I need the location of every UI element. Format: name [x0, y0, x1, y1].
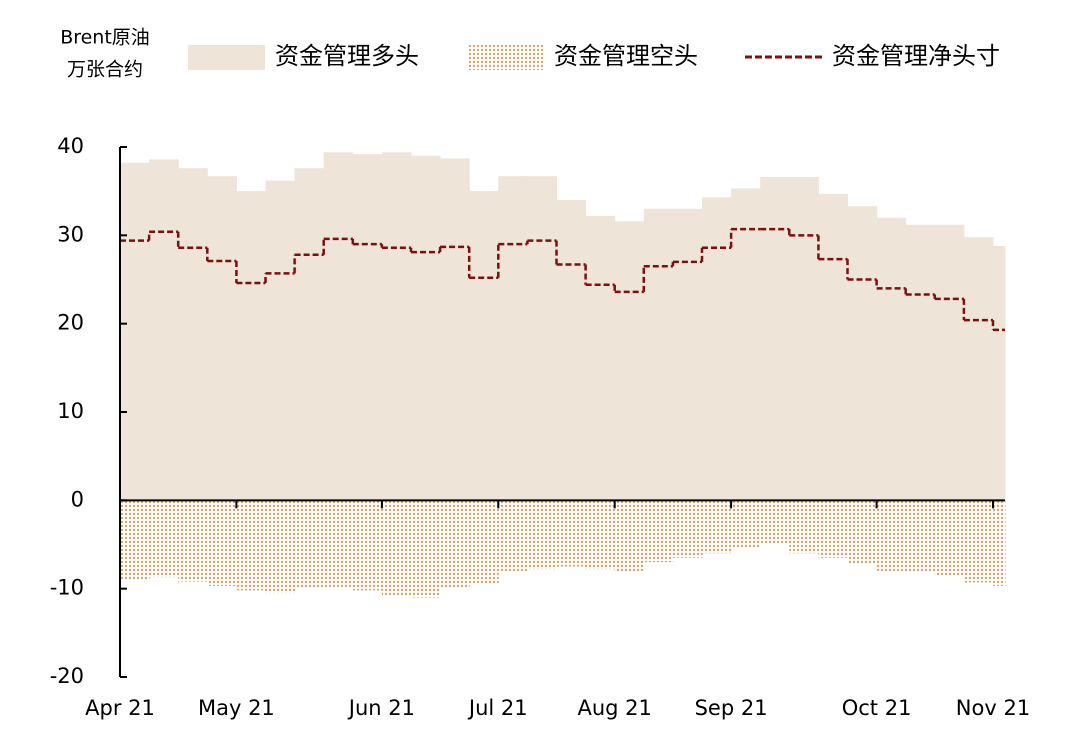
short-bar — [789, 500, 819, 554]
short-bar — [702, 500, 732, 554]
short-bar — [731, 500, 761, 549]
x-tick-label: Aug 21 — [577, 696, 651, 720]
y-tick-label: 0 — [71, 487, 84, 511]
legend-label: 资金管理多头 — [275, 42, 419, 70]
x-tick-label: Apr 21 — [85, 696, 155, 720]
short-bar — [876, 500, 907, 571]
long-bar — [440, 158, 470, 501]
short-bar — [411, 500, 441, 598]
long-bar — [876, 217, 907, 501]
long-bar — [294, 168, 325, 501]
short-bar — [352, 500, 383, 591]
long-bar — [847, 206, 878, 501]
short-bar — [440, 500, 470, 589]
x-tick-label: Sep 21 — [695, 696, 768, 720]
long-bar — [731, 188, 761, 501]
long-bar — [614, 221, 645, 501]
short-bar — [323, 500, 354, 587]
short-bar — [963, 500, 994, 583]
long-bar — [672, 208, 703, 501]
long-bar — [149, 159, 179, 501]
y-tick-label: 20 — [57, 311, 84, 335]
short-bar — [265, 500, 296, 594]
long-bar — [934, 224, 965, 501]
long-bar — [381, 152, 412, 501]
long-bar — [498, 176, 528, 501]
short-bar — [236, 500, 266, 591]
x-tick-label: Nov 21 — [956, 696, 1030, 720]
y-tick-label: -10 — [50, 576, 84, 600]
short-bar — [847, 500, 878, 565]
legend-swatch — [188, 45, 265, 70]
long-bar — [818, 193, 848, 501]
long-bar — [643, 208, 674, 501]
short-bar — [934, 500, 965, 576]
legend-swatch — [467, 45, 544, 70]
long-bar — [789, 177, 819, 501]
short-bar — [527, 500, 557, 570]
short-bar — [498, 500, 528, 571]
x-tick-label: Jun 21 — [347, 696, 415, 720]
legend-label: 资金管理净头寸 — [832, 42, 1000, 70]
x-tick-label: May 21 — [198, 696, 275, 720]
long-bar — [760, 177, 790, 501]
y-axis-label: Brent原油 — [60, 27, 150, 49]
short-bar — [614, 500, 645, 573]
short-bar — [178, 500, 208, 582]
short-bar — [469, 500, 499, 585]
long-bar — [905, 224, 936, 501]
x-tick-label: Oct 21 — [842, 696, 912, 720]
long-bar — [527, 176, 557, 501]
long-bar — [178, 168, 208, 501]
long-bar — [702, 197, 732, 501]
short-bar — [294, 500, 325, 589]
long-bar — [585, 215, 616, 501]
long-bar — [963, 237, 994, 501]
y-axis-label: 万张合约 — [67, 59, 143, 81]
short-bar — [905, 500, 936, 573]
short-bar — [381, 500, 412, 596]
x-tick-label: Jul 21 — [467, 696, 528, 720]
short-bar — [149, 500, 179, 578]
short-bar — [120, 500, 150, 580]
long-bar — [323, 152, 354, 501]
legend-label: 资金管理空头 — [554, 42, 698, 70]
short-bar — [207, 500, 237, 587]
long-bar — [207, 176, 237, 501]
short-bar — [585, 500, 616, 570]
y-tick-label: 40 — [57, 134, 84, 158]
y-tick-label: -20 — [50, 664, 84, 688]
short-bar — [556, 500, 587, 567]
long-bar — [556, 200, 587, 501]
short-bar — [643, 500, 674, 563]
long-bar — [352, 154, 383, 501]
long-bar — [411, 155, 441, 501]
short-bar — [818, 500, 848, 558]
short-bar — [993, 500, 1006, 587]
y-tick-label: 10 — [57, 399, 84, 423]
short-bar — [672, 500, 703, 558]
long-bar — [993, 245, 1006, 501]
long-bar — [120, 162, 150, 501]
y-tick-label: 30 — [57, 222, 84, 246]
long-bar — [236, 191, 266, 501]
long-bar — [265, 180, 296, 501]
long-bar — [469, 191, 499, 501]
short-bar — [760, 500, 790, 545]
